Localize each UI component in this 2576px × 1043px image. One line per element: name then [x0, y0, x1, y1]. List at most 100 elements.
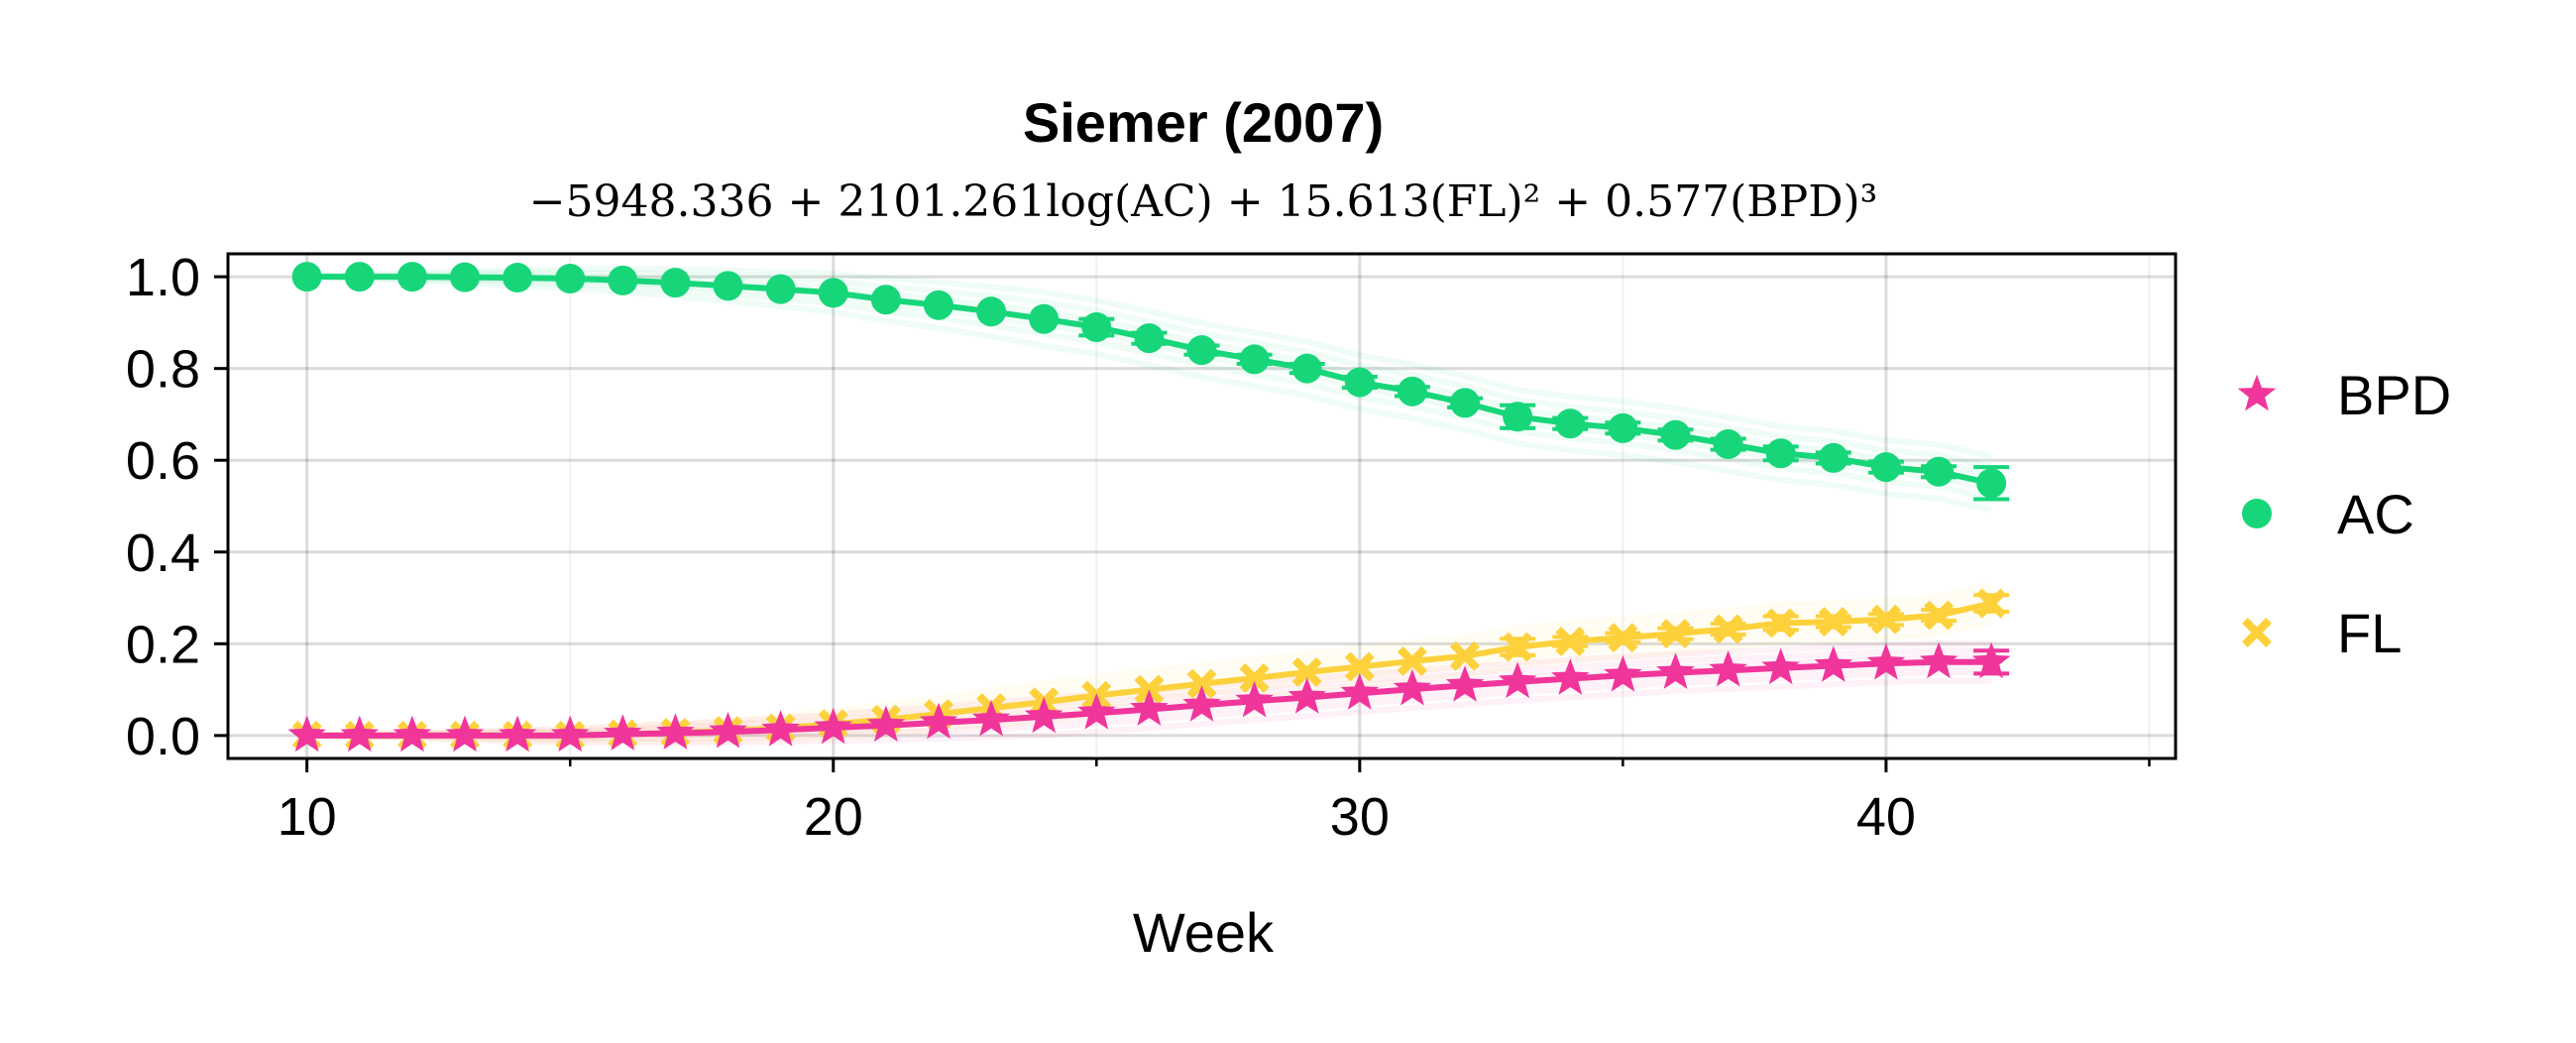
data-point — [287, 715, 326, 753]
data-point — [1976, 468, 2007, 499]
axes: 10 20 30 40 0.0 0.2 0.4 0.6 0.8 1.0 — [126, 248, 2151, 847]
data-point — [1291, 657, 1322, 687]
data-point — [449, 262, 480, 292]
data-point — [1503, 402, 1533, 432]
data-point — [1397, 376, 1427, 406]
faint-trace — [306, 274, 1992, 502]
legend-marker — [2237, 374, 2277, 411]
data-point — [1870, 604, 1901, 635]
data-point — [1397, 645, 1427, 676]
plot-area — [226, 252, 2178, 760]
data-point — [1077, 692, 1116, 730]
data-point — [1924, 600, 1954, 631]
data-point — [1235, 680, 1274, 718]
data-point — [291, 262, 322, 292]
data-point — [1660, 419, 1691, 450]
data-point — [1765, 608, 1796, 638]
y-tick-label: 0.2 — [126, 615, 200, 674]
data-point — [1555, 627, 1586, 656]
series-layer — [287, 262, 2011, 753]
data-point — [550, 715, 590, 753]
data-point — [1870, 452, 1901, 483]
legend-marker — [2242, 499, 2272, 528]
x-tick-label: 10 — [278, 787, 337, 847]
data-point — [1130, 689, 1169, 726]
data-point — [1344, 651, 1375, 682]
data-point — [1186, 335, 1217, 366]
data-point — [1186, 668, 1217, 699]
legend-item-bpd: BPD — [2237, 364, 2451, 426]
data-point — [866, 705, 906, 743]
data-point — [1503, 632, 1533, 662]
x-tick-label: 20 — [804, 787, 863, 847]
legend-label: FL — [2337, 602, 2402, 664]
data-point — [1608, 623, 1638, 653]
data-point — [555, 263, 586, 293]
data-point — [1288, 677, 1326, 714]
y-tick-label: 0.6 — [126, 431, 200, 491]
data-point — [1971, 641, 2011, 679]
data-point — [818, 278, 848, 308]
data-point — [1182, 685, 1221, 722]
data-point — [1291, 353, 1322, 384]
data-point — [1081, 312, 1112, 343]
data-point — [396, 262, 427, 292]
data-point — [1393, 668, 1432, 706]
y-tick-label: 0.4 — [126, 523, 200, 583]
data-point — [1551, 658, 1590, 695]
data-point — [1713, 429, 1743, 460]
data-point — [1709, 649, 1747, 687]
data-point — [1450, 388, 1481, 418]
series-ac — [291, 262, 2010, 502]
data-point — [392, 715, 432, 753]
series-bpd — [287, 641, 2011, 753]
legend-item-ac: AC — [2242, 483, 2414, 545]
plot-frame — [226, 252, 2178, 760]
data-point — [814, 707, 852, 745]
faint-trace — [306, 581, 1992, 739]
data-point — [604, 714, 642, 751]
data-point — [1976, 588, 2007, 619]
data-point — [1924, 456, 1955, 487]
data-point — [1344, 367, 1375, 398]
y-tick-label: 0.8 — [126, 340, 200, 400]
data-point — [1919, 641, 1959, 679]
faint-trace — [306, 677, 1992, 746]
data-point — [976, 296, 1007, 327]
data-point — [1239, 344, 1270, 375]
data-point — [761, 710, 800, 747]
data-point — [1498, 661, 1537, 699]
data-point — [870, 285, 901, 315]
data-point — [1239, 663, 1270, 693]
data-point — [1765, 438, 1796, 469]
data-point — [656, 713, 695, 750]
y-tick-label: 1.0 — [126, 248, 200, 307]
faint-trace — [306, 266, 1992, 460]
data-point — [765, 274, 796, 304]
data-point — [1029, 303, 1060, 334]
data-point — [1814, 645, 1853, 682]
data-point — [1761, 647, 1800, 685]
data-point — [1608, 412, 1638, 443]
data-point — [1445, 665, 1485, 702]
data-point — [1604, 655, 1642, 692]
data-point — [1866, 643, 1906, 680]
legend: BPD AC FL — [2237, 364, 2451, 664]
data-point — [1713, 614, 1743, 644]
chart-title: Siemer (2007) — [1023, 91, 1384, 154]
data-point — [971, 699, 1011, 737]
legend-item-fl: FL — [2242, 602, 2402, 664]
legend-label: BPD — [2337, 364, 2451, 426]
data-point — [1818, 607, 1848, 637]
faint-trace — [306, 269, 1992, 470]
data-point — [344, 262, 375, 292]
legend-marker — [2242, 618, 2272, 647]
data-point — [1024, 696, 1064, 734]
data-point — [1450, 640, 1480, 671]
faint-trace — [306, 274, 1992, 514]
data-point — [608, 265, 638, 295]
legend-label: AC — [2337, 483, 2414, 545]
data-point — [1656, 652, 1695, 689]
data-point — [1134, 323, 1165, 354]
